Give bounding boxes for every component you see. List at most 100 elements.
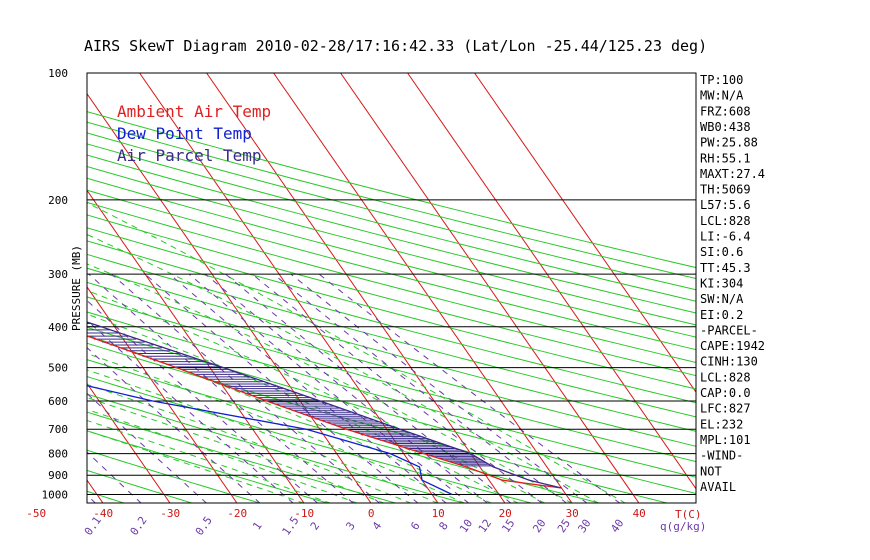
mixing-ratio-label: 4 bbox=[370, 519, 385, 532]
dry-adiabat-line bbox=[87, 311, 696, 478]
pressure-tick-label: 1000 bbox=[42, 488, 69, 501]
mixing-ratio-line bbox=[144, 273, 419, 503]
mixing-ratio-label: 0.5 bbox=[193, 514, 215, 538]
bottom-temp-label: 30 bbox=[566, 507, 579, 520]
bottom-temp-label: -50 bbox=[26, 507, 46, 520]
moist-adiabat-line bbox=[87, 383, 412, 503]
index-entry: CAPE:1942 bbox=[700, 339, 765, 353]
dry-adiabat-line bbox=[87, 177, 696, 338]
dry-adiabat-line bbox=[87, 201, 696, 363]
index-entry: LCL:828 bbox=[700, 214, 751, 228]
bottom-temp-label: 20 bbox=[499, 507, 512, 520]
index-entry: TT:45.3 bbox=[700, 261, 751, 275]
dry-adiabat-line bbox=[87, 154, 696, 314]
isotherm-line bbox=[340, 73, 640, 503]
pressure-tick-label: 800 bbox=[48, 448, 68, 461]
legend-ambient: Ambient Air Temp bbox=[117, 102, 271, 121]
dry-adiabat-line bbox=[87, 143, 696, 302]
mixing-ratio-line bbox=[204, 273, 489, 503]
pressure-tick-label: 600 bbox=[48, 395, 68, 408]
bottom-temp-label: -10 bbox=[294, 507, 314, 520]
dry-adiabat-line bbox=[87, 342, 669, 503]
index-entry: KI:304 bbox=[700, 276, 743, 290]
index-entry: LI:-6.4 bbox=[700, 230, 751, 244]
mixing-ratio-label: 10 bbox=[457, 517, 475, 535]
dry-adiabat-line bbox=[87, 281, 696, 447]
index-entry: -PARCEL- bbox=[700, 323, 758, 337]
mixing-ratio-label: 15 bbox=[499, 517, 517, 535]
legend-dewpoint: Dew Point Temp bbox=[117, 124, 252, 143]
mixing-ratio-line bbox=[87, 346, 261, 503]
dry-adiabat-line bbox=[87, 393, 465, 503]
mixing-ratio-label: 0.2 bbox=[128, 514, 150, 538]
index-entry: L57:5.6 bbox=[700, 198, 751, 212]
mixing-ratio-label: 6 bbox=[408, 520, 422, 533]
pressure-tick-label: 500 bbox=[48, 362, 68, 375]
mixing-ratio-label: 20 bbox=[530, 517, 548, 535]
dry-adiabat-line bbox=[87, 469, 194, 503]
moist-adiabat-line bbox=[87, 369, 439, 503]
isotherm-line bbox=[407, 73, 696, 490]
dry-adiabat-line bbox=[87, 121, 696, 280]
mixing-ratio-line bbox=[87, 300, 319, 503]
dry-adiabat-line bbox=[87, 411, 398, 503]
moist-adiabat-line bbox=[87, 263, 573, 503]
dry-adiabat-line bbox=[87, 240, 696, 404]
moist-adiabat-line bbox=[87, 202, 627, 503]
legend-parcel: Air Parcel Temp bbox=[117, 146, 262, 165]
mixing-ratio-line bbox=[188, 273, 470, 503]
index-entry: MW:N/A bbox=[700, 89, 744, 103]
moist-adiabat-line bbox=[87, 419, 332, 503]
pressure-tick-label: 100 bbox=[48, 67, 68, 80]
bottom-temp-label: -30 bbox=[160, 507, 180, 520]
dry-adiabat-line bbox=[87, 267, 696, 432]
index-entry: RH:55.1 bbox=[700, 151, 751, 165]
dry-adiabat-line bbox=[87, 430, 330, 503]
index-entry: AVAIL bbox=[700, 480, 736, 494]
bottom-temp-label: 0 bbox=[368, 507, 375, 520]
plot-frame bbox=[86, 72, 697, 504]
index-entry: FRZ:608 bbox=[700, 104, 751, 118]
pressure-tick-label: 400 bbox=[48, 321, 68, 334]
index-entry: EI:0.2 bbox=[700, 308, 743, 322]
mixing-unit-label: q(g/kg) bbox=[660, 520, 706, 533]
mixing-ratio-label: 30 bbox=[575, 517, 593, 535]
mixing-ratio-label: 1 bbox=[250, 520, 264, 533]
legend: Ambient Air Temp Dew Point Temp Air Parc… bbox=[117, 102, 271, 165]
index-entry: -WIND- bbox=[700, 449, 743, 463]
index-entry: EL:232 bbox=[700, 417, 743, 431]
mixing-ratio-label: 25 bbox=[555, 517, 573, 535]
pressure-tick-label: 200 bbox=[48, 194, 68, 207]
index-entry: TH:5069 bbox=[700, 183, 751, 197]
moist-adiabat-line bbox=[87, 289, 546, 503]
isotherm-line bbox=[0, 73, 36, 503]
dry-adiabat-line bbox=[87, 189, 696, 351]
pressure-tick-label: 700 bbox=[48, 423, 68, 436]
isotherm-line bbox=[273, 73, 573, 503]
dry-adiabat-line bbox=[87, 449, 262, 503]
dry-adiabat-line bbox=[87, 111, 696, 269]
mixing-ratio-line bbox=[251, 273, 543, 503]
mixing-ratio-label: 12 bbox=[476, 517, 494, 535]
bottom-temperature-labels: -50 -40 -30 -20 -10 0 10 20 30 40 bbox=[26, 507, 646, 520]
index-entry: TP:100 bbox=[700, 73, 743, 87]
dry-adiabat-line bbox=[87, 296, 696, 463]
mixing-ratio-label: 40 bbox=[608, 517, 626, 535]
index-entry: MAXT:27.4 bbox=[700, 167, 765, 181]
dry-adiabat-line bbox=[87, 132, 696, 291]
plot-area bbox=[0, 72, 697, 504]
index-entry: SW:N/A bbox=[700, 292, 744, 306]
bottom-temp-label: -20 bbox=[227, 507, 247, 520]
bottom-temp-label: 40 bbox=[633, 507, 646, 520]
dewpoint-line bbox=[87, 385, 453, 496]
mixing-ratio-line bbox=[111, 273, 381, 503]
bottom-temp-label: -40 bbox=[93, 507, 113, 520]
mixing-ratio-label: 3 bbox=[343, 520, 357, 533]
profile-series bbox=[87, 321, 562, 496]
dry-adiabat-line bbox=[87, 326, 696, 495]
index-entry: NOT bbox=[700, 464, 722, 478]
mixing-ratio-line bbox=[169, 273, 447, 503]
mixing-ratio-line bbox=[87, 319, 294, 503]
dry-adiabat-line bbox=[87, 227, 696, 390]
